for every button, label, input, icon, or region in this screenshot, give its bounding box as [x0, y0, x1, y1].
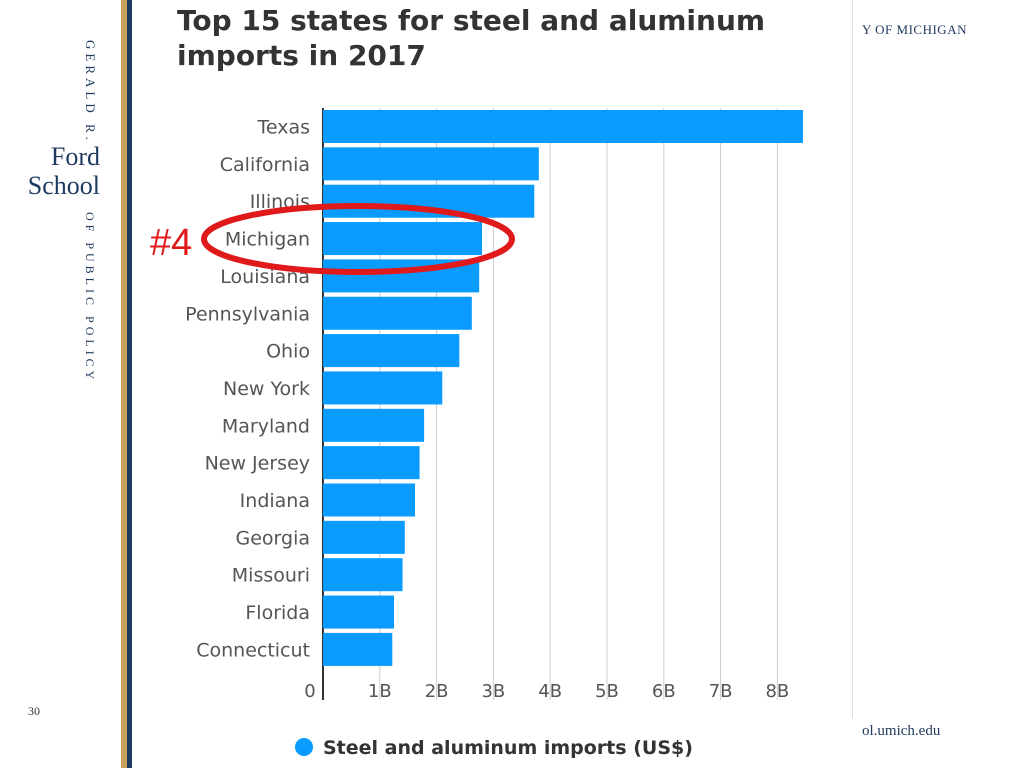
- page-number: 30: [28, 704, 40, 718]
- x-tick-label: 6B: [652, 681, 676, 702]
- bar-louisiana: [323, 259, 480, 293]
- category-label: Missouri: [232, 565, 310, 587]
- bar-michigan: [323, 222, 483, 256]
- x-tick-label: 1B: [368, 681, 392, 702]
- category-label: Michigan: [225, 229, 310, 251]
- category-label: Maryland: [222, 415, 310, 437]
- bar-ohio: [323, 334, 460, 368]
- rank-annotation: #4: [150, 222, 193, 264]
- x-tick-label: 3B: [481, 681, 505, 702]
- sidebar-gold-stripe: [121, 0, 127, 768]
- bar-new-york: [323, 371, 443, 405]
- category-label: Florida: [245, 602, 310, 624]
- bar-indiana: [323, 483, 416, 517]
- category-label: Louisiana: [220, 266, 310, 288]
- sidebar-gerald-text: GERALD R.: [83, 40, 98, 144]
- legend-label: Steel and aluminum imports (US$): [323, 737, 693, 759]
- footer-url-text: ol.umich.edu: [862, 723, 941, 739]
- x-tick-label: 0: [304, 681, 315, 702]
- brand-ford: Ford: [50, 142, 100, 171]
- x-tick-label: 2B: [425, 681, 449, 702]
- bar-chart: Top 15 states for steel and aluminum imp…: [177, 4, 803, 759]
- bar-pennsylvania: [323, 296, 472, 330]
- bar-florida: [323, 595, 394, 629]
- x-tick-label: 5B: [595, 681, 619, 702]
- category-label: Illinois: [250, 191, 310, 213]
- sidebar-public-policy-text: OF PUBLIC POLICY: [83, 212, 97, 384]
- x-tick-label: 8B: [765, 681, 789, 702]
- category-label: New Jersey: [205, 453, 310, 475]
- category-label: Pennsylvania: [185, 303, 310, 325]
- category-label: California: [220, 154, 310, 176]
- chart-panel: Top 15 states for steel and aluminum imp…: [163, 0, 860, 768]
- bar-new-jersey: [323, 446, 420, 480]
- header-university-text: Y OF MICHIGAN: [862, 22, 967, 37]
- x-tick-label: 4B: [538, 681, 562, 702]
- legend-marker: [295, 738, 313, 756]
- bar-missouri: [323, 558, 403, 592]
- bar-georgia: [323, 520, 405, 554]
- bar-california: [323, 147, 539, 181]
- sidebar-navy-stripe: [127, 0, 132, 768]
- bar-connecticut: [323, 632, 393, 666]
- bar-texas: [323, 110, 803, 143]
- x-tick-label: 7B: [709, 681, 733, 702]
- brand-school: School: [27, 171, 100, 200]
- chart-right-border: [852, 0, 853, 718]
- category-label: Texas: [256, 117, 310, 139]
- category-label: Connecticut: [196, 639, 310, 661]
- category-label: Indiana: [240, 490, 310, 512]
- chart-title-line2: imports in 2017: [177, 39, 426, 72]
- bar-illinois: [323, 184, 535, 218]
- bar-maryland: [323, 408, 425, 442]
- category-label: Georgia: [236, 527, 311, 549]
- category-label: Ohio: [266, 341, 310, 363]
- chart-title-line1: Top 15 states for steel and aluminum: [177, 4, 765, 37]
- category-label: New York: [223, 378, 310, 400]
